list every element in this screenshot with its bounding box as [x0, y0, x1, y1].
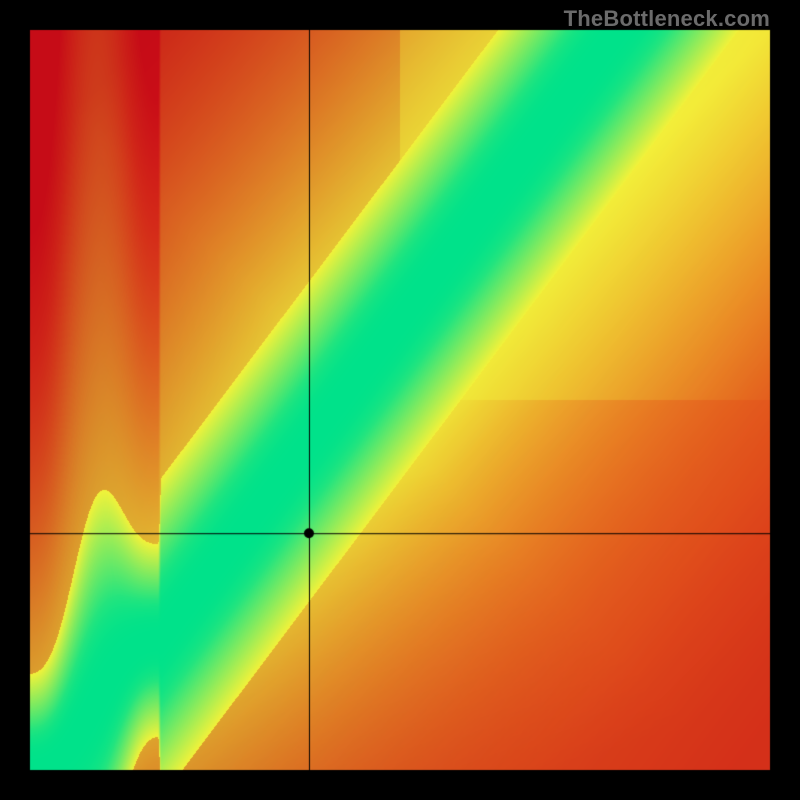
bottleneck-heatmap: [0, 0, 800, 800]
watermark-text: TheBottleneck.com: [564, 6, 770, 32]
